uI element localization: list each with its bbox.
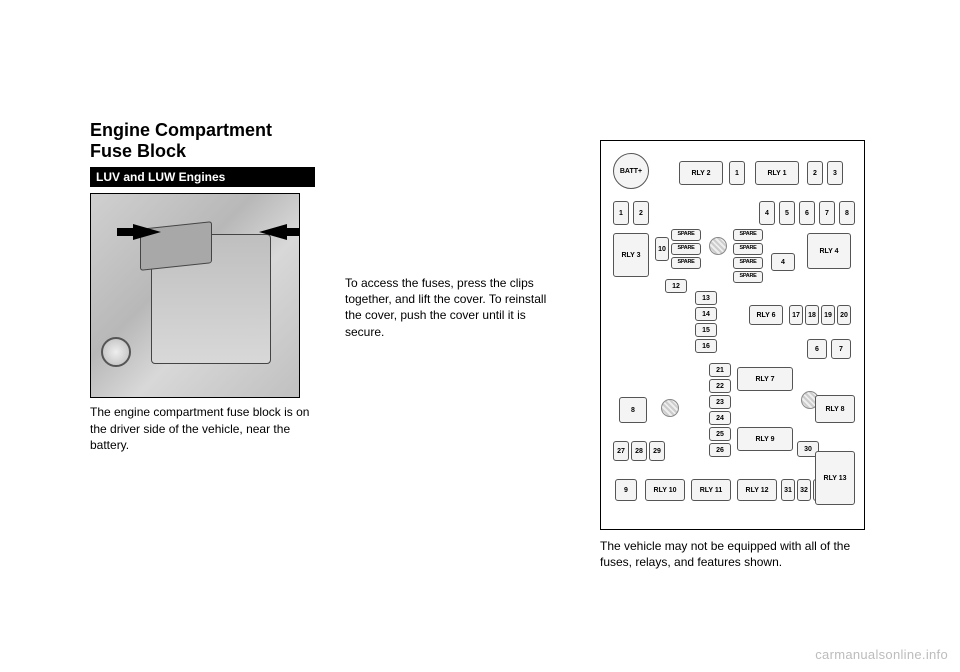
- hatch-circle-3: [661, 399, 679, 417]
- spare-r3: SPARE: [733, 257, 763, 269]
- fuse-18: 18: [805, 305, 819, 325]
- fuse-26: 26: [709, 443, 731, 457]
- rly7: RLY 7: [737, 367, 793, 391]
- fuse-19: 19: [821, 305, 835, 325]
- rly11: RLY 11: [691, 479, 731, 501]
- spare-r3-label: SPARE: [739, 260, 756, 266]
- fuse-21: 21: [709, 363, 731, 377]
- spare-l2: SPARE: [671, 243, 701, 255]
- fuse-32: 32: [797, 479, 811, 501]
- title-line2: Fuse Block: [90, 141, 186, 161]
- fuse-3a: 3: [827, 161, 843, 185]
- rly10: RLY 10: [645, 479, 685, 501]
- rly12-label: RLY 12: [746, 487, 769, 494]
- fuse-9: 9: [615, 479, 637, 501]
- fuse-14: 14: [695, 307, 717, 321]
- fuse-31: 31: [781, 479, 795, 501]
- spare-l1-label: SPARE: [677, 232, 694, 238]
- fusebox-photo: [90, 193, 300, 398]
- fuse-8c: 8: [619, 397, 647, 423]
- manual-page: Engine Compartment Fuse Block LUV and LU…: [0, 0, 960, 672]
- fuse-2a: 2: [807, 161, 823, 185]
- fuse-10: 10: [655, 237, 669, 261]
- spare-l2-label: SPARE: [677, 246, 694, 252]
- diagram-caption: The vehicle may not be equipped with all…: [600, 538, 870, 570]
- fuse-6b: 6: [799, 201, 815, 225]
- fuse-27: 27: [613, 441, 629, 461]
- rly4-label: RLY 4: [819, 248, 838, 255]
- fuse-7b: 7: [819, 201, 835, 225]
- spare-r1-label: SPARE: [739, 232, 756, 238]
- batt-terminal: BATT+: [613, 153, 649, 189]
- rly10-label: RLY 10: [654, 487, 677, 494]
- rly8: RLY 8: [815, 395, 855, 423]
- fuse-1b: 1: [613, 201, 629, 225]
- fuse-2b: 2: [633, 201, 649, 225]
- fusebox-lid: [151, 234, 271, 364]
- rly13: RLY 13: [815, 451, 855, 505]
- rly1: RLY 1: [755, 161, 799, 185]
- fuse-16: 16: [695, 339, 717, 353]
- watermark: carmanualsonline.info: [815, 647, 948, 662]
- fuse-5b: 5: [779, 201, 795, 225]
- fuse-6c: 6: [807, 339, 827, 359]
- arrow-left-icon: [133, 224, 161, 240]
- rly9: RLY 9: [737, 427, 793, 451]
- fuse-12: 12: [665, 279, 687, 293]
- rly4: RLY 4: [807, 233, 851, 269]
- engine-subtitle: LUV and LUW Engines: [96, 170, 225, 184]
- fuse-1a: 1: [729, 161, 745, 185]
- title-line1: Engine Compartment: [90, 120, 272, 140]
- column-right: BATT+ RLY 2 1 RLY 1 2 3 1 2 4 5 6 7 8 RL…: [600, 120, 870, 570]
- engine-subtitle-bar: LUV and LUW Engines: [90, 167, 315, 187]
- fuse-23: 23: [709, 395, 731, 409]
- fuse-4b: 4: [759, 201, 775, 225]
- rly1-label: RLY 1: [767, 170, 786, 177]
- fuse-29: 29: [649, 441, 665, 461]
- fuse-diagram: BATT+ RLY 2 1 RLY 1 2 3 1 2 4 5 6 7 8 RL…: [600, 140, 865, 530]
- access-instructions: To access the fuses, press the clips tog…: [345, 275, 555, 340]
- rly6: RLY 6: [749, 305, 783, 325]
- arrow-right-icon: [259, 224, 287, 240]
- rly7-label: RLY 7: [755, 376, 774, 383]
- rly3-label: RLY 3: [621, 252, 640, 259]
- fuse-7c: 7: [831, 339, 851, 359]
- hatch-circle-1: [709, 237, 727, 255]
- column-left: Engine Compartment Fuse Block LUV and LU…: [90, 120, 315, 453]
- fuse-24: 24: [709, 411, 731, 425]
- column-middle: To access the fuses, press the clips tog…: [345, 275, 555, 340]
- rly6-label: RLY 6: [756, 312, 775, 319]
- rly12: RLY 12: [737, 479, 777, 501]
- spare-r4: SPARE: [733, 271, 763, 283]
- fuse-4c: 4: [771, 253, 795, 271]
- section-title: Engine Compartment Fuse Block: [90, 120, 315, 161]
- spare-r2: SPARE: [733, 243, 763, 255]
- fuse-13: 13: [695, 291, 717, 305]
- photo-caption: The engine compartment fuse block is on …: [90, 404, 315, 453]
- rly11-label: RLY 11: [700, 487, 723, 494]
- rly9-label: RLY 9: [755, 436, 774, 443]
- rly3: RLY 3: [613, 233, 649, 277]
- spare-l3: SPARE: [671, 257, 701, 269]
- fuse-22: 22: [709, 379, 731, 393]
- rly8-label: RLY 8: [825, 406, 844, 413]
- spare-r4-label: SPARE: [739, 274, 756, 280]
- fuse-20: 20: [837, 305, 851, 325]
- batt-label: BATT+: [620, 168, 642, 175]
- fuse-8b: 8: [839, 201, 855, 225]
- rly2-label: RLY 2: [691, 170, 710, 177]
- spare-l1: SPARE: [671, 229, 701, 241]
- spare-l3-label: SPARE: [677, 260, 694, 266]
- fuse-25: 25: [709, 427, 731, 441]
- fuse-15: 15: [695, 323, 717, 337]
- rly2: RLY 2: [679, 161, 723, 185]
- spare-r1: SPARE: [733, 229, 763, 241]
- spare-r2-label: SPARE: [739, 246, 756, 252]
- fuse-17: 17: [789, 305, 803, 325]
- fuse-28: 28: [631, 441, 647, 461]
- rly13-label: RLY 13: [824, 475, 847, 482]
